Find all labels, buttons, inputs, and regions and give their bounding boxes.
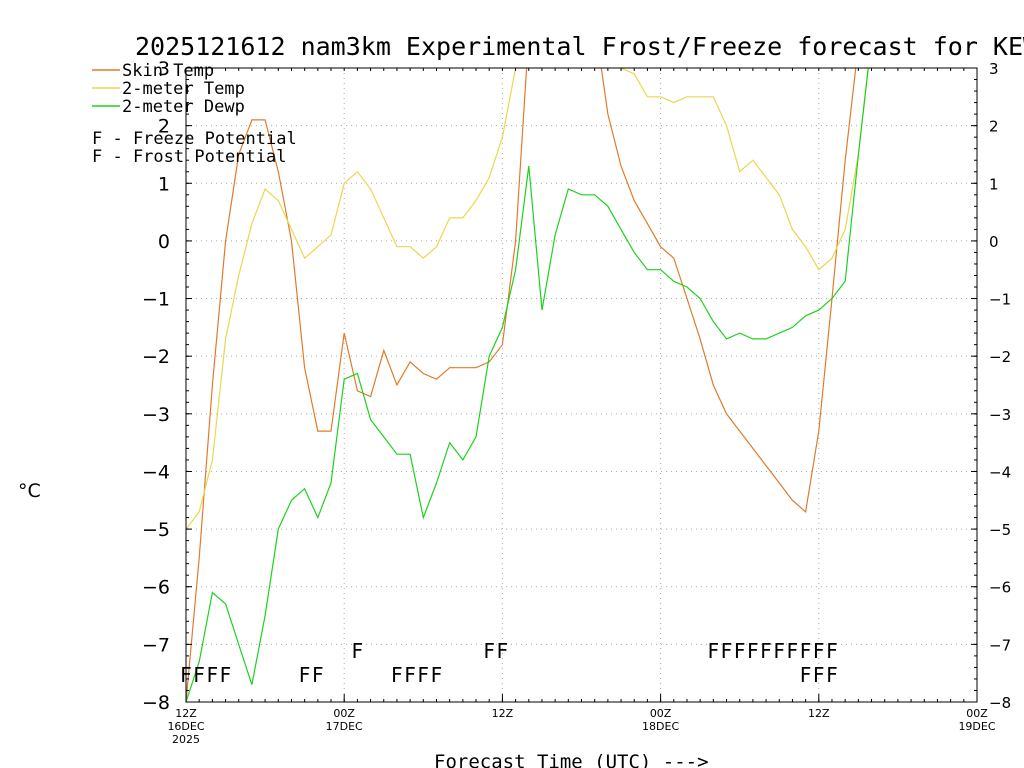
y-tick-label-right: 3 — [989, 60, 999, 78]
series-lines — [186, 0, 872, 702]
freeze-mark: F — [180, 663, 192, 687]
frost-mark: F — [813, 639, 825, 663]
x-tick-label: 18DEC — [642, 720, 679, 733]
legend-freeze-potential: F - Freeze Potential — [92, 129, 297, 149]
frost-mark: F — [721, 639, 733, 663]
x-tick-label: 17DEC — [326, 720, 363, 733]
potential-marks: F F F F F F F F F F F F FF F F F F F F F F F F F F — [180, 639, 837, 687]
y-axis-label: °C — [18, 480, 41, 502]
frost-mark: F — [747, 639, 759, 663]
x-tick-label: 00Z — [650, 707, 672, 720]
y-tick-label-right: −7 — [989, 636, 1011, 654]
grid-lines — [186, 68, 977, 702]
y-tick-label-left: −7 — [142, 634, 170, 656]
frost-freeze-chart: 2025121612 nam3km Experimental Frost/Fre… — [0, 0, 1024, 768]
frost-mark: F — [352, 639, 364, 663]
freeze-mark: F — [207, 663, 219, 687]
frost-mark: F — [773, 639, 785, 663]
y-tick-label-left: −8 — [142, 692, 170, 714]
y-tick-label-right: 1 — [989, 175, 999, 193]
freeze-mark: F — [193, 663, 205, 687]
y-tick-label-left: −4 — [142, 461, 170, 483]
frost-mark: F — [483, 639, 495, 663]
y-tick-label-right: −3 — [989, 406, 1011, 424]
frost-mark: F — [734, 639, 746, 663]
frost-mark: F — [497, 639, 509, 663]
x-axis-label: Forecast Time (UTC) ---> — [434, 751, 709, 768]
y-tick-label-right: 2 — [989, 118, 999, 136]
y-tick-label-left: 0 — [158, 231, 170, 253]
frost-mark: F — [800, 639, 812, 663]
y-tick-label-right: −5 — [989, 521, 1011, 539]
x-tick-label: 12Z — [175, 707, 197, 720]
y-tick-label-left: −1 — [142, 289, 170, 311]
freeze-mark: F — [391, 663, 403, 687]
frost-mark: F — [787, 639, 799, 663]
plot-frame — [186, 68, 977, 702]
x-tick-label: 00Z — [333, 707, 355, 720]
freeze-mark: F — [813, 663, 825, 687]
freeze-mark: F — [312, 663, 324, 687]
legend-label-skin-temp: Skin Temp — [122, 61, 214, 81]
frost-mark: F — [760, 639, 772, 663]
x-tick-label: 12Z — [492, 707, 514, 720]
freeze-mark: F — [431, 663, 443, 687]
y-tick-label-right: −6 — [989, 579, 1011, 597]
freeze-mark: F — [404, 663, 416, 687]
y-tick-label-left: −5 — [142, 519, 170, 541]
x-tick-label: 19DEC — [958, 720, 995, 733]
frost-mark: F — [708, 639, 720, 663]
x-tick-label: 2025 — [172, 733, 200, 746]
legend-label-2m-temp: 2-meter Temp — [122, 79, 245, 99]
series-line-2-meter-temp — [186, 5, 872, 530]
freeze-mark: F — [800, 663, 812, 687]
x-tick-label: 00Z — [966, 707, 988, 720]
legend-label-2m-dewp: 2-meter Dewp — [122, 97, 245, 117]
y-tick-label-right: −2 — [989, 348, 1011, 366]
legend: Skin Temp 2-meter Temp 2-meter Dewp F - … — [92, 61, 297, 167]
y-tick-label-right: −1 — [989, 291, 1011, 309]
legend-frost-potential: F - Frost Potential — [92, 147, 286, 167]
y-tick-label-left: −2 — [142, 346, 170, 368]
freeze-mark: F — [220, 663, 232, 687]
chart-title: 2025121612 nam3km Experimental Frost/Fre… — [135, 32, 1024, 61]
x-tick-label: 16DEC — [167, 720, 204, 733]
y-tick-label-right: −4 — [989, 463, 1011, 481]
y-tick-label-right: 0 — [989, 233, 999, 251]
freeze-mark: F — [299, 663, 311, 687]
series-line-skin-temp — [186, 0, 872, 702]
x-tick-label: 12Z — [808, 707, 830, 720]
freeze-mark: F — [826, 663, 838, 687]
y-tick-label-left: 1 — [158, 173, 170, 195]
y-tick-label-left: −3 — [142, 404, 170, 426]
y-tick-label-right: −8 — [989, 694, 1011, 712]
y-tick-label-left: −6 — [142, 577, 170, 599]
frost-mark: F — [826, 639, 838, 663]
freeze-mark: F — [418, 663, 430, 687]
